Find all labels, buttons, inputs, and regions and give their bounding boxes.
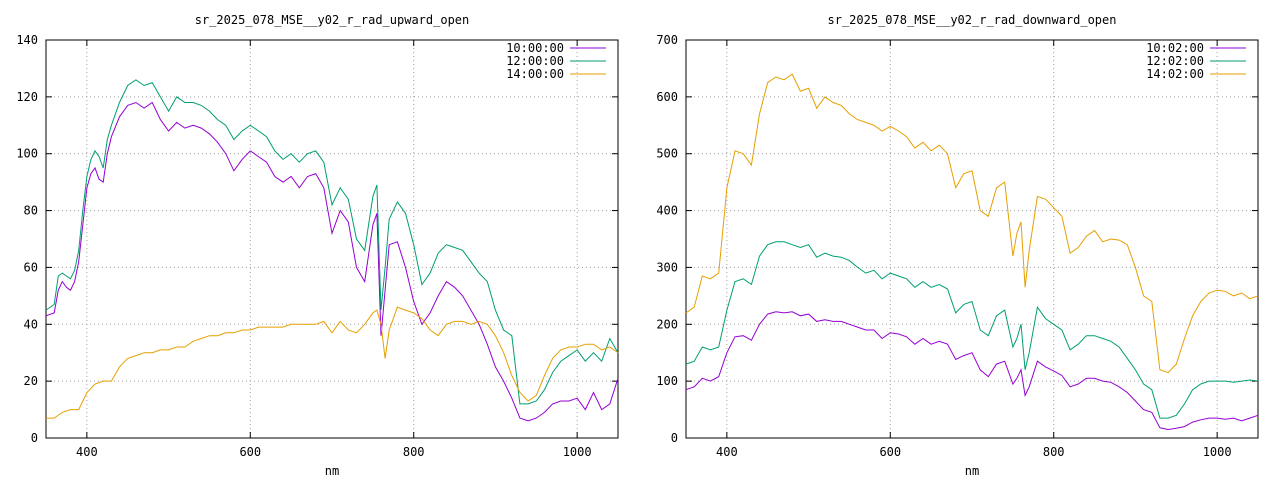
y-tick-label: 120 — [16, 90, 38, 104]
y-tick-label: 0 — [671, 431, 678, 445]
plot-frame — [45, 39, 619, 439]
x-tick-label: 1000 — [1203, 445, 1232, 459]
series-line-14-02-00 — [685, 73, 1259, 374]
x-axis-label: nm — [325, 464, 339, 478]
y-tick-label: 60 — [24, 260, 38, 274]
y-tick-label: 200 — [656, 317, 678, 331]
y-tick-label: 600 — [656, 90, 678, 104]
y-tick-label: 20 — [24, 374, 38, 388]
downward-radiance-chart: sr_2025_078_MSE__y02_r_rad_downward_open… — [656, 13, 1259, 478]
upward-radiance-chart: sr_2025_078_MSE__y02_r_rad_upward_open 0 2… — [16, 13, 619, 478]
y-tick-label: 0 — [31, 431, 38, 445]
series-line-10-00-00 — [45, 101, 619, 422]
y-tick-label: 40 — [24, 317, 38, 331]
legend-label: 14:00:00 — [506, 67, 564, 81]
x-tick-label: 600 — [239, 445, 261, 459]
y-tick-label: 100 — [16, 147, 38, 161]
y-tick-label: 140 — [16, 33, 38, 47]
chart-title: sr_2025_078_MSE__y02_r_rad_upward_open — [195, 13, 470, 27]
legend-label: 12:02:00 — [1146, 54, 1204, 68]
x-tick-label: 400 — [716, 445, 738, 459]
x-tick-label: 600 — [879, 445, 901, 459]
series-line-10-02-00 — [685, 311, 1259, 431]
y-tick-label: 700 — [656, 33, 678, 47]
series-line-14-00-00 — [46, 306, 619, 419]
y-tick-label: 100 — [656, 374, 678, 388]
y-tick-label: 400 — [656, 204, 678, 218]
y-tick-label: 80 — [24, 204, 38, 218]
x-axis-label: nm — [965, 464, 979, 478]
y-tick-label: 500 — [656, 147, 678, 161]
legend-label: 10:02:00 — [1146, 41, 1204, 55]
legend-label: 10:00:00 — [506, 41, 564, 55]
legend-label: 12:00:00 — [506, 54, 564, 68]
chart-title: sr_2025_078_MSE__y02_r_rad_downward_open — [828, 13, 1117, 27]
series-line-12-00-00 — [45, 79, 619, 405]
x-tick-label: 400 — [76, 445, 98, 459]
x-tick-label: 800 — [1043, 445, 1065, 459]
x-tick-label: 1000 — [563, 445, 592, 459]
x-tick-label: 800 — [403, 445, 425, 459]
y-tick-label: 300 — [656, 260, 678, 274]
plot-frame — [685, 39, 1259, 439]
legend-label: 14:02:00 — [1146, 67, 1204, 81]
series-line-12-02-00 — [685, 241, 1259, 419]
